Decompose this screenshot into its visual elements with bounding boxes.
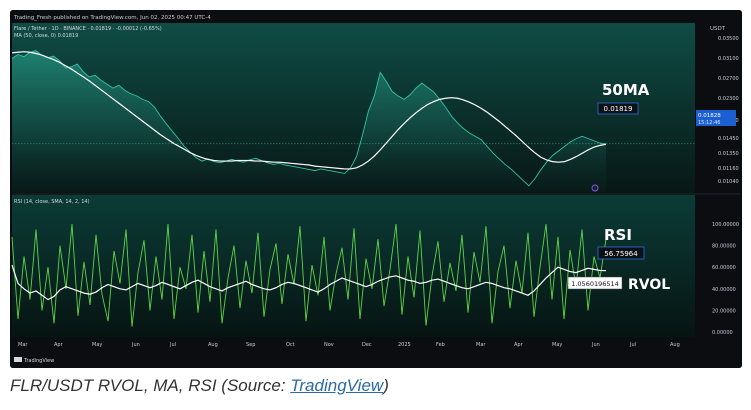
price-axis-tick-label: 0.01040 [718, 179, 739, 185]
price-axis-tick-label: 0.02700 [718, 76, 739, 82]
rvol-value-label: 1.0560196514 [571, 280, 619, 288]
rsi-legend[interactable]: RSI (14, close, SMA, 14, 2, 14) [14, 199, 90, 205]
price-countdown: 15:12:46 [698, 120, 720, 126]
price-legend-line2[interactable]: MA (50, close, 0) 0.01819 [14, 33, 78, 39]
price-area-fill [12, 50, 606, 193]
time-axis-area [10, 337, 742, 368]
annotation-50ma: 50MA [602, 81, 650, 99]
currency-label: USDT [710, 26, 726, 32]
time-axis-tick-label: Mar [476, 342, 486, 348]
time-axis-tick-label: Jul [169, 342, 176, 348]
rsi-axis-area [695, 195, 740, 337]
time-axis-tick-label: Mar [18, 342, 28, 348]
svg-text:!: ! [594, 186, 596, 191]
header-bar [10, 10, 742, 22]
chart-frame: Trading_Fresh published on TradingView.c… [10, 10, 742, 368]
time-axis-tick-label: Feb [436, 342, 445, 348]
time-axis-tick-label: Apr [54, 342, 64, 348]
tradingview-chart: Trading_Fresh published on TradingView.c… [10, 10, 742, 368]
rsi-value-label: 56.75964 [604, 250, 638, 258]
time-axis-tick-label: Sep [246, 342, 255, 348]
ma-50-line [11, 51, 607, 170]
time-axis-tick-label: Oct [286, 342, 295, 348]
ma-value-label: 0.01819 [604, 105, 633, 113]
time-axis-ticks: Mar Apr May Jun Jul Aug Sep Oct Nov Dec 2025 Feb Mar… [18, 342, 680, 348]
last-price-label-bg [696, 110, 736, 126]
rsi-axis-tick-label: 0.00000 [712, 330, 733, 336]
annotation-rsi: RSI [604, 226, 632, 244]
svg-text:TradingView: TradingView [23, 358, 54, 364]
price-axis-area [695, 23, 740, 193]
rsi-value-box [597, 246, 645, 260]
time-axis-tick-label: May [92, 342, 102, 348]
time-axis-tick-label: May [552, 342, 562, 348]
time-axis-tick-label: Jul [629, 342, 636, 348]
price-axis-tick-label: 0.01160 [718, 166, 739, 172]
time-axis-tick-label: 2025 [398, 342, 411, 348]
ma-value-box [597, 102, 639, 115]
price-axis-tick-label: 0.01350 [718, 151, 739, 157]
tradingview-logo: TradingView [14, 357, 54, 364]
price-line [11, 50, 607, 187]
time-axis-tick-label: Jun [591, 342, 600, 348]
flag-marker-icon[interactable]: ! [591, 184, 599, 192]
time-axis-tick-label: Aug [670, 342, 680, 348]
rsi-line [11, 264, 607, 301]
rsi-axis-tick-label: 100.00000 [712, 222, 739, 228]
pane-separator[interactable] [12, 193, 740, 195]
rsi-axis-tick-label: 60.00000 [712, 265, 736, 271]
last-price-value: 0.01828 [698, 113, 721, 119]
published-by-text: Trading_Fresh published on TradingView.c… [13, 15, 211, 21]
rsi-axis-tick-label: 40.00000 [712, 287, 736, 293]
time-axis-tick-label: Aug [208, 342, 218, 348]
price-axis-tick-label: 0.02300 [718, 96, 739, 102]
time-axis-tick-label: Apr [514, 342, 524, 348]
price-legend-line1[interactable]: Flare / Tether · 1D · BINANCE · 0.01819 … [14, 26, 162, 32]
time-axis-tick-label: Jun [131, 342, 140, 348]
rvol-value-box [567, 276, 623, 290]
rsi-axis-ticks: 100.00000 80.00000 60.00000 40.00000 20.0000… [712, 222, 739, 336]
time-axis-tick-label: Nov [324, 342, 334, 348]
rsi-pane [12, 195, 695, 337]
rsi-axis-tick-label: 20.00000 [712, 308, 736, 314]
price-axis-tick-label: 0.03500 [718, 36, 739, 42]
price-axis-tick-label: 0.03100 [718, 56, 739, 62]
price-axis-tick-label: 0.01450 [718, 136, 739, 142]
figure-caption: FLR/USDT RVOL, MA, RSI (Source: TradingV… [10, 376, 389, 395]
tradingview-source-link[interactable]: TradingView [290, 376, 384, 395]
rsi-axis-tick-label: 80.00000 [712, 244, 736, 250]
annotation-rvol: RVOL [628, 277, 670, 293]
time-axis-tick-label: Dec [362, 342, 372, 348]
